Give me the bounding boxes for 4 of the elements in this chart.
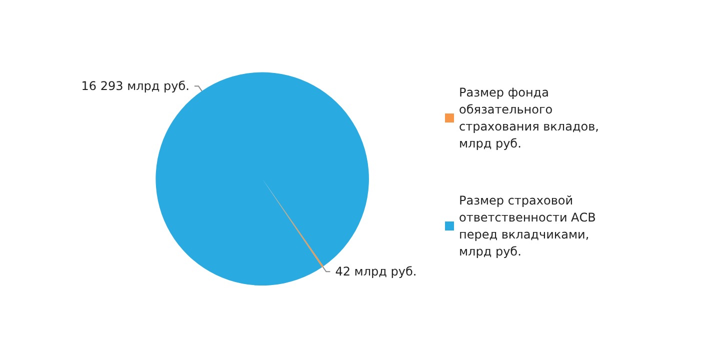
legend-label: Размер фонда обязательного страхования вкладов, млрд руб. [459,86,607,150]
data-label: 16 293 млрд руб. [81,79,190,94]
legend-label: Размер страховой ответственности АСВ перед вкладчиками, млрд руб. [459,194,600,258]
data-label: 42 млрд руб. [335,264,417,279]
